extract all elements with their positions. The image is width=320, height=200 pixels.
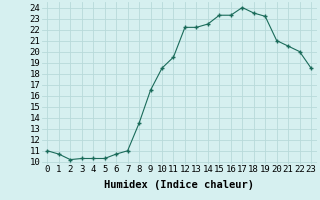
X-axis label: Humidex (Indice chaleur): Humidex (Indice chaleur) (104, 180, 254, 190)
